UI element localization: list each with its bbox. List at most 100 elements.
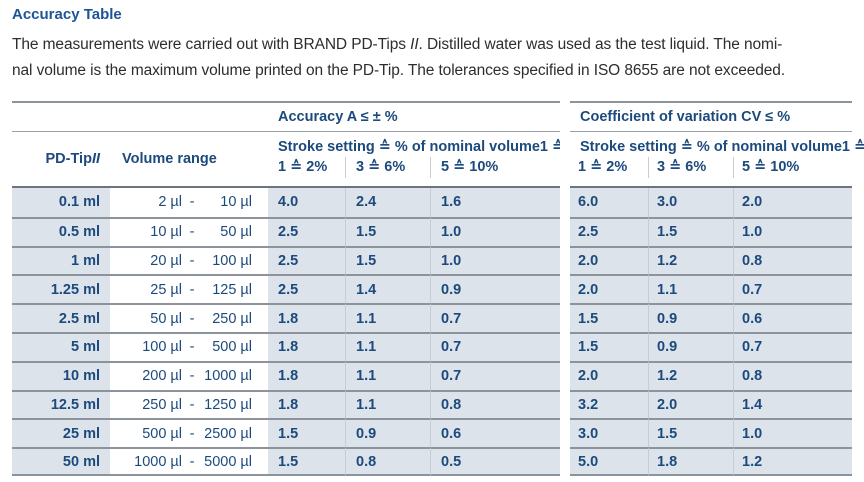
cv-6pct-cell: 0.9 [648,303,733,332]
group-gap [560,245,570,275]
table-row: 25 ml 500 µl - 2500 µl 1.5 0.9 0.6 3.0 1… [12,418,852,448]
range-low-value: 25 µl [150,281,182,298]
cv-6pct-cell: 1.1 [648,274,733,304]
page-title: Accuracy Table [12,6,122,23]
pdtip-size-cell: 5 ml [12,331,110,361]
accuracy-6pct-cell: 1.4 [345,274,430,304]
accuracy-value: 1.8 [278,368,299,385]
accuracy-value: 2.5 [278,281,299,298]
cv-value: 2.0 [578,281,599,298]
range-dash: - [189,425,195,442]
cv-2pct-cell: 2.5 [570,216,648,246]
volume-range-cell: 1000 µl - 5000 µl [110,447,268,476]
range-dash: - [189,194,195,211]
range-high-value: 10 µl [220,194,252,211]
range-dash: - [189,252,195,269]
pdtip-label-pre: PD-Tip [45,151,92,167]
range-dash: - [189,396,195,413]
range-high-value: 1000 µl [204,368,252,385]
accuracy-value: 1.5 [356,252,377,269]
accuracy-table: Accuracy A ≤ ± % Coefficient of variatio… [12,101,864,476]
cv-2pct-cell: 6.0 [570,188,648,217]
cv-value: 6.0 [578,194,599,211]
accuracy-value: 2.5 [278,252,299,269]
range-low-value: 2 µl [158,194,182,211]
cv-value: 2.0 [742,194,763,211]
range-low-value: 250 µl [142,396,182,413]
cv-value: 2.0 [578,252,599,269]
range-dash: - [189,368,195,385]
accuracy-value: 0.5 [441,453,462,470]
table-row: 2.5 ml 50 µl - 250 µl 1.8 1.1 0.7 1.5 0.… [12,303,852,332]
cv-10pct-cell: 1.4 [733,389,852,419]
accuracy-value: 1.4 [356,281,377,298]
accuracy-value: 0.9 [441,281,462,298]
range-dash: - [189,281,195,298]
range-low-value: 1000 µl [134,453,182,470]
accuracy-value: 1.5 [278,453,299,470]
cv-value: 2.0 [578,368,599,385]
pdtip-size-cell: 2.5 ml [12,303,110,332]
accuracy-value: 1.6 [441,194,462,211]
cv-value: 2.5 [578,224,599,241]
group-gap [560,216,570,246]
accuracy-value: 1.1 [356,310,377,327]
accuracy-value: 1.0 [441,252,462,269]
accuracy-value: 0.8 [356,453,377,470]
accuracy-10pct-cell: 1.6 [430,188,560,217]
stroke-setting-label: Stroke setting ≙ % of nominal volume1 ≙ [580,139,864,155]
pdtip-size-value: 25 ml [62,425,100,442]
volume-range-cell: 100 µl - 500 µl [110,331,268,361]
cv-2pct-cell: 2.0 [570,245,648,275]
table-row: 12.5 ml 250 µl - 1250 µl 1.8 1.1 0.8 3.2… [12,389,852,419]
cv-6pct-cell: 1.8 [648,447,733,476]
accuracy-2pct-cell: 2.5 [268,274,345,304]
range-high-value: 2500 µl [204,425,252,442]
range-high-value: 1250 µl [204,396,252,413]
accuracy-value: 1.8 [278,310,299,327]
accuracy-2pct-cell: 1.8 [268,360,345,390]
accuracy-value: 1.1 [356,339,377,356]
cv-value: 1.8 [657,453,678,470]
accuracy-6pct-cell: 0.9 [345,418,430,448]
pdtip-size-cell: 50 ml [12,447,110,476]
cv-value: 2.0 [657,396,678,413]
cv-value: 1.5 [578,339,599,356]
cv-10pct-cell: 0.7 [733,331,852,361]
cv-6pct-cell: 0.9 [648,331,733,361]
cv-6pct-cell: 1.5 [648,418,733,448]
intro-line1-post: . Distilled water was used as the test l… [418,36,783,53]
cv-6pct-cell: 1.2 [648,360,733,390]
cv-2pct-cell: 3.2 [570,389,648,419]
cv-value: 0.9 [657,339,678,356]
cv-value: 1.2 [657,368,678,385]
table-row: 0.5 ml 10 µl - 50 µl 2.5 1.5 1.0 2.5 1.5… [12,216,852,246]
volume-range-cell: 500 µl - 2500 µl [110,418,268,448]
accuracy-10pct-cell: 0.5 [430,447,560,476]
cv-10pct-cell: 1.2 [733,447,852,476]
accuracy-value: 1.0 [441,224,462,241]
group-header-accuracy: Accuracy A ≤ ± % [268,101,560,132]
cv-value: 0.8 [742,252,763,269]
range-low-value: 50 µl [150,310,182,327]
cv-value: 1.5 [657,425,678,442]
table-row: 10 ml 200 µl - 1000 µl 1.8 1.1 0.7 2.0 1… [12,360,852,390]
cv-10pct-cell: 0.7 [733,274,852,304]
accuracy-value: 1.1 [356,368,377,385]
pdtip-size-cell: 0.5 ml [12,216,110,246]
volume-range-cell: 25 µl - 125 µl [110,274,268,304]
cv-2pct-cell: 1.5 [570,303,648,332]
range-high-value: 500 µl [212,339,252,356]
cv-value: 1.0 [742,224,763,241]
accuracy-value: 0.7 [441,310,462,327]
range-dash: - [189,310,195,327]
table-row: 5 ml 100 µl - 500 µl 1.8 1.1 0.7 1.5 0.9… [12,331,852,361]
group-gap [560,389,570,419]
accuracy-6pct-cell: 1.1 [345,331,430,361]
range-low-value: 10 µl [150,224,182,241]
column-header-volume-range: Volume range [110,132,268,188]
accuracy-group-label: Accuracy A ≤ ± % [278,109,398,125]
pdtip-size-cell: 1 ml [12,245,110,275]
group-gap [560,331,570,361]
pdtip-size-cell: 1.25 ml [12,274,110,304]
